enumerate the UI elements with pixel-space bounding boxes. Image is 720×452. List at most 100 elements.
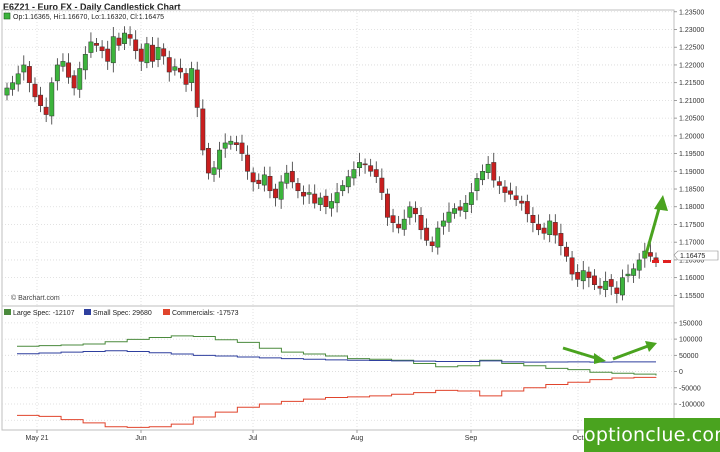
x-tick-label: Oct — [573, 435, 584, 442]
cot-plot-frame — [1, 305, 675, 431]
candle-up — [547, 220, 553, 235]
candle-up — [625, 273, 631, 277]
candle-up — [306, 192, 312, 195]
candle-down — [94, 43, 99, 46]
commercials-line — [17, 376, 657, 428]
candle-down — [66, 62, 71, 78]
last-price-marker — [673, 250, 719, 261]
cot-tick-label: 100000 — [679, 337, 702, 344]
candle-up — [440, 220, 446, 227]
candle-down — [105, 48, 111, 62]
candle-up — [228, 140, 234, 145]
price-tick-label: 1.16000 — [679, 275, 704, 282]
candle-down — [32, 83, 38, 98]
candle-down — [239, 142, 245, 154]
candle-down — [150, 44, 155, 62]
candle-down — [71, 75, 77, 89]
candle-down — [575, 272, 581, 280]
x-tick-label: May 21 — [26, 435, 49, 442]
price-tick-label: 1.22000 — [679, 62, 704, 69]
candle-up — [284, 172, 290, 184]
candle-down — [536, 223, 541, 231]
cot-up-arrow-head — [645, 341, 657, 352]
large-spec-label: Large Spec: -12107 — [13, 310, 75, 317]
price-tick-label: 1.21500 — [679, 80, 704, 87]
candlestick-series — [4, 26, 659, 304]
price-tick-label: 1.23000 — [679, 27, 704, 34]
small-spec-line — [17, 350, 656, 363]
candle-down — [379, 177, 385, 193]
candle-down — [396, 223, 402, 229]
price-tick-label: 1.18000 — [679, 204, 704, 211]
price-tick-label: 1.22500 — [679, 45, 704, 52]
candle-up — [603, 280, 609, 290]
candle-down — [508, 190, 513, 195]
price-tick-label: 1.17000 — [679, 240, 704, 247]
price-tick-label: 1.23500 — [679, 9, 704, 16]
candle-down — [99, 46, 105, 52]
candle-down — [194, 69, 200, 108]
candle-down — [133, 39, 139, 52]
candle-down — [569, 257, 575, 275]
candle-down — [418, 215, 424, 231]
candle-down — [256, 179, 262, 184]
candle-up — [189, 68, 195, 83]
candle-down — [200, 108, 206, 151]
candle-up — [401, 218, 407, 230]
candle-down — [502, 186, 508, 193]
annotation-arrows — [562, 195, 671, 364]
optionclue-watermark: optionclue.com — [584, 418, 720, 452]
price-tick-label: 1.15500 — [679, 293, 704, 300]
large-spec-line — [17, 335, 657, 376]
candle-down — [586, 271, 592, 278]
ohlc-legend-swatch — [3, 12, 11, 20]
price-tick-label: 1.19500 — [679, 151, 704, 158]
candle-down — [26, 66, 32, 83]
candle-down — [424, 227, 430, 241]
candle-down — [312, 193, 318, 204]
candle-down — [368, 165, 374, 172]
candle-down — [384, 193, 390, 218]
candle-down — [166, 57, 172, 73]
candle-up — [261, 174, 267, 186]
candle-up — [172, 66, 178, 71]
candle-down — [552, 222, 558, 236]
last-price-dash — [652, 260, 659, 263]
candle-up — [88, 41, 94, 53]
candle-down — [323, 195, 329, 207]
candle-up — [357, 162, 362, 168]
price-tick-label: 1.18500 — [679, 187, 704, 194]
x-tick-label: Jun — [135, 435, 146, 442]
candle-down — [183, 73, 189, 85]
cot-tick-label: -50000 — [679, 385, 701, 392]
candle-up — [480, 171, 486, 181]
uptrend-arrow-head — [654, 195, 668, 211]
x-axis: May 21 Jun Jul Aug Sep Oct — [26, 430, 584, 442]
candle-down — [592, 275, 597, 285]
candle-down — [177, 67, 183, 73]
candle-up — [334, 192, 340, 204]
candle-down — [250, 172, 256, 183]
candle-down — [564, 246, 569, 257]
candle-up — [446, 211, 452, 223]
candle-down — [273, 188, 279, 199]
ohlc-readout: Op:1.16365, Hi:1.16670, Lo:1.16320, Cl:1… — [13, 14, 164, 21]
candle-up — [351, 169, 357, 179]
candle-down — [513, 195, 519, 200]
candle-down — [541, 227, 547, 234]
candle-up — [15, 73, 21, 85]
candle-up — [468, 192, 474, 205]
cot-down-arrow-head — [594, 353, 606, 364]
candle-down — [614, 287, 620, 294]
candle-down — [245, 154, 251, 172]
chart-title: E6Z21 - Euro FX - Daily Candlestick Char… — [3, 2, 181, 12]
candle-up — [474, 178, 480, 192]
candle-up — [485, 163, 491, 173]
cot-down-arrow-shaft — [562, 346, 600, 361]
cot-tick-label: 0 — [679, 369, 683, 376]
candle-up — [222, 142, 228, 149]
small-spec-label: Small Spec: 29680 — [93, 310, 152, 317]
commercials-label: Commercials: -17573 — [172, 310, 239, 317]
